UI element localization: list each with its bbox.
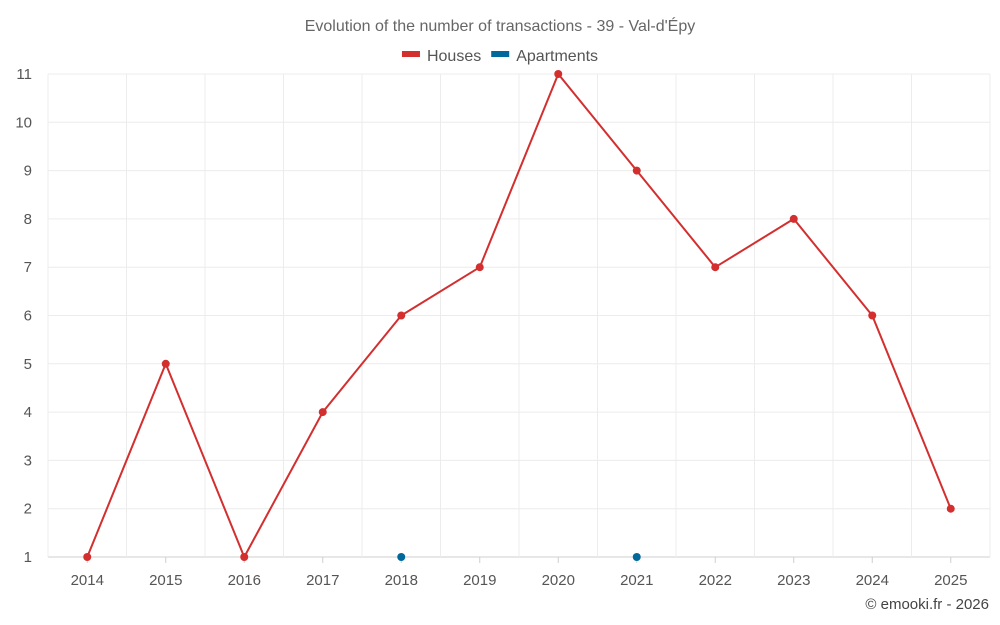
legend-label-apartments: Apartments (516, 48, 598, 65)
data-point-houses[interactable] (475, 263, 484, 272)
y-tick-label: 11 (16, 66, 32, 83)
data-point-houses[interactable] (868, 311, 877, 320)
x-tick-label: 2019 (463, 572, 496, 589)
y-axis-ticks: 1 2 3 4 5 6 7 8 9 10 11 (15, 66, 32, 566)
y-tick-label: 1 (24, 549, 32, 566)
x-tick-label: 2016 (228, 572, 261, 589)
data-point-houses[interactable] (632, 166, 641, 175)
x-tick-label: 2024 (856, 572, 889, 589)
x-tick-label: 2021 (620, 572, 653, 589)
series-layer (83, 70, 955, 561)
data-point-apartments[interactable] (632, 553, 641, 561)
data-point-houses[interactable] (554, 70, 563, 78)
data-point-houses[interactable] (789, 214, 798, 223)
x-axis-ticks: 2014 2015 2016 2017 2018 2019 2020 2021 2022 2023… (71, 557, 967, 589)
credit-text: © emooki.fr - 2026 (865, 596, 989, 613)
x-tick-label: 2020 (542, 572, 575, 589)
data-point-houses[interactable] (83, 553, 92, 561)
y-tick-label: 5 (24, 356, 32, 373)
x-tick-label: 2014 (71, 572, 104, 589)
data-point-houses[interactable] (318, 408, 327, 417)
data-point-houses[interactable] (711, 263, 720, 272)
y-tick-label: 10 (15, 114, 32, 131)
y-tick-label: 2 (24, 501, 32, 518)
legend-swatch-houses[interactable] (401, 51, 420, 57)
data-point-houses[interactable] (397, 311, 406, 320)
x-tick-label: 2018 (385, 572, 418, 589)
chart-title: Evolution of the number of transactions … (305, 16, 696, 35)
legend-label-houses: Houses (427, 48, 481, 65)
grid (47, 73, 991, 558)
x-tick-label: 2017 (306, 572, 339, 589)
x-tick-label: 2023 (777, 572, 810, 589)
data-point-houses[interactable] (240, 553, 249, 561)
data-point-houses[interactable] (161, 359, 170, 368)
legend: Houses Apartments (401, 48, 598, 65)
y-tick-label: 3 (24, 452, 32, 469)
y-tick-label: 8 (24, 211, 32, 228)
y-tick-label: 9 (24, 163, 32, 180)
legend-swatch-apartments[interactable] (491, 51, 510, 57)
y-tick-label: 6 (24, 308, 32, 325)
series-line-houses (86, 73, 952, 558)
data-point-apartments[interactable] (397, 553, 406, 561)
data-point-houses[interactable] (946, 504, 955, 513)
y-tick-label: 4 (24, 404, 32, 421)
x-tick-label: 2015 (149, 572, 182, 589)
x-tick-label: 2025 (934, 572, 967, 589)
y-tick-label: 7 (24, 259, 32, 276)
x-tick-label: 2022 (699, 572, 732, 589)
